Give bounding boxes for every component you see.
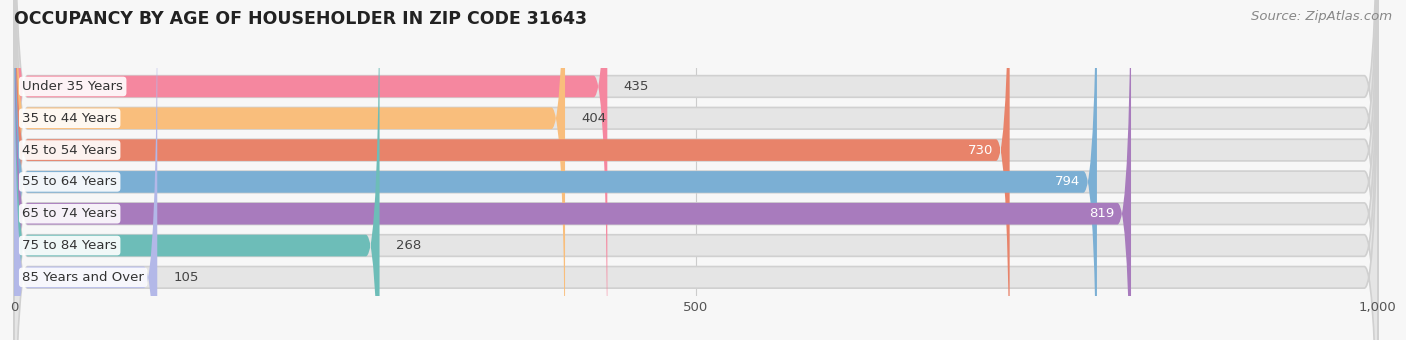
Text: 55 to 64 Years: 55 to 64 Years [22, 175, 117, 188]
Text: 85 Years and Over: 85 Years and Over [22, 271, 145, 284]
FancyBboxPatch shape [14, 0, 1378, 340]
FancyBboxPatch shape [14, 0, 1378, 340]
FancyBboxPatch shape [14, 0, 1097, 340]
Text: 435: 435 [624, 80, 650, 93]
Text: Under 35 Years: Under 35 Years [22, 80, 124, 93]
Text: 75 to 84 Years: 75 to 84 Years [22, 239, 117, 252]
FancyBboxPatch shape [14, 0, 607, 340]
Text: 730: 730 [967, 143, 993, 157]
Text: 819: 819 [1090, 207, 1115, 220]
FancyBboxPatch shape [14, 0, 1130, 340]
Text: 65 to 74 Years: 65 to 74 Years [22, 207, 117, 220]
FancyBboxPatch shape [14, 0, 1010, 340]
Text: 35 to 44 Years: 35 to 44 Years [22, 112, 117, 125]
FancyBboxPatch shape [14, 0, 157, 340]
Text: 105: 105 [173, 271, 200, 284]
FancyBboxPatch shape [14, 0, 1378, 340]
Text: 268: 268 [396, 239, 422, 252]
FancyBboxPatch shape [14, 0, 1378, 340]
Text: 404: 404 [582, 112, 606, 125]
Text: 45 to 54 Years: 45 to 54 Years [22, 143, 117, 157]
FancyBboxPatch shape [14, 0, 565, 340]
FancyBboxPatch shape [14, 0, 380, 340]
FancyBboxPatch shape [14, 0, 1378, 340]
Text: OCCUPANCY BY AGE OF HOUSEHOLDER IN ZIP CODE 31643: OCCUPANCY BY AGE OF HOUSEHOLDER IN ZIP C… [14, 10, 588, 28]
Text: Source: ZipAtlas.com: Source: ZipAtlas.com [1251, 10, 1392, 23]
FancyBboxPatch shape [14, 0, 1378, 340]
FancyBboxPatch shape [14, 0, 1378, 340]
Text: 794: 794 [1056, 175, 1081, 188]
